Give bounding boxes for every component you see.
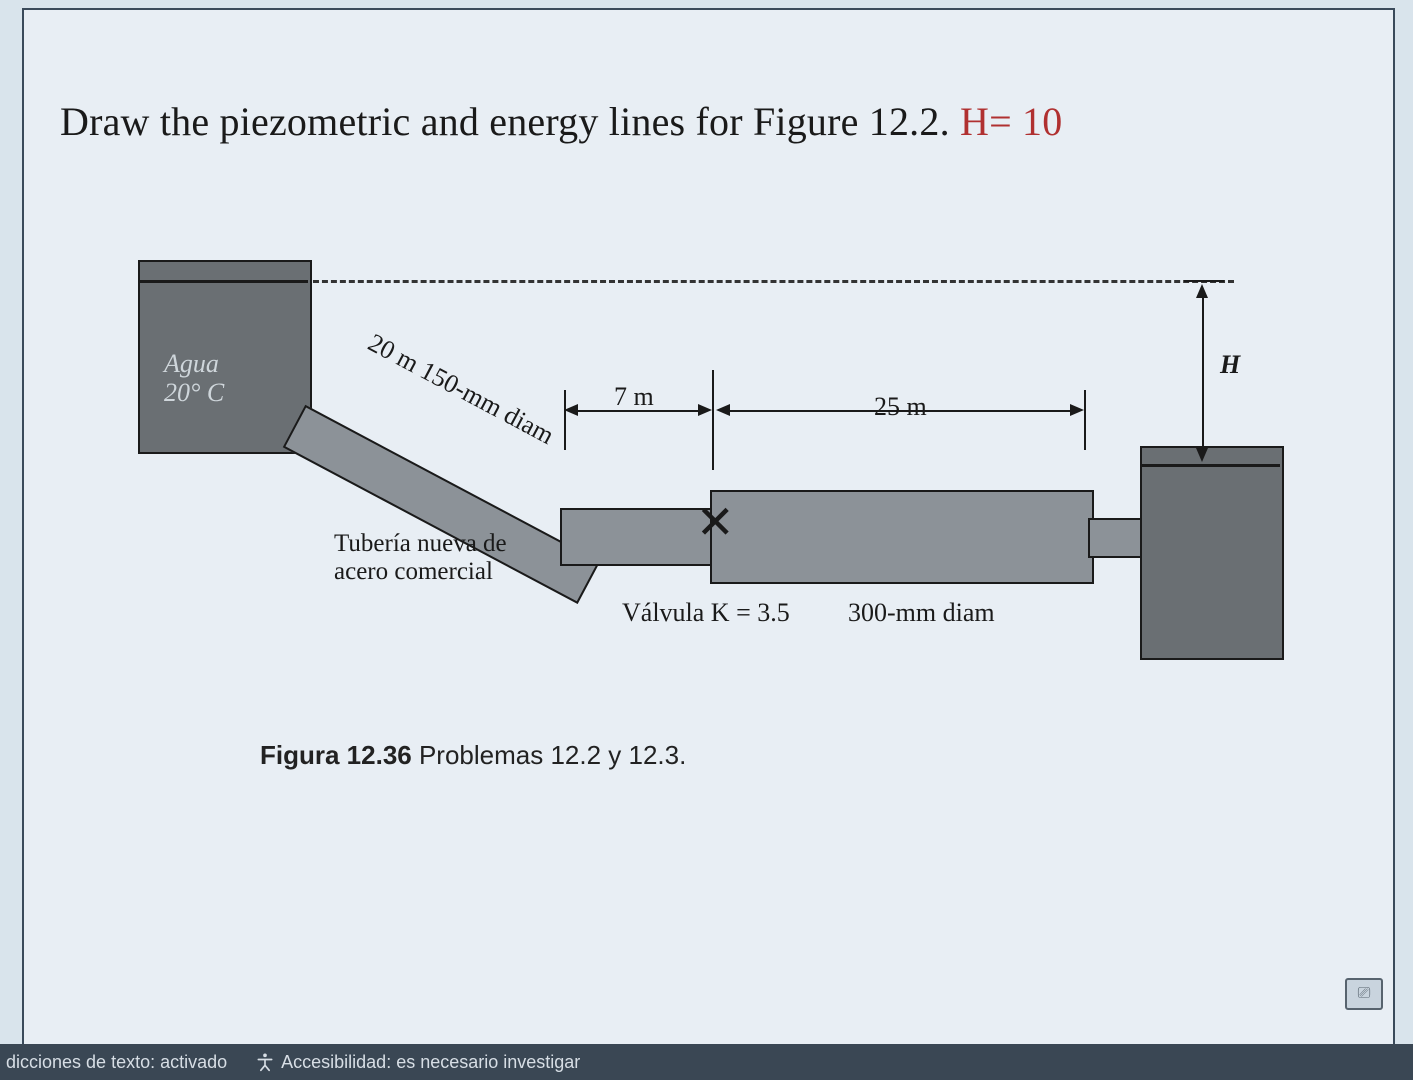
dim-label-H: H — [1220, 350, 1240, 380]
prompt-h-value: H= 10 — [960, 99, 1062, 144]
outlet-stub — [1088, 518, 1146, 558]
upper-reservoir-label: Agua 20° C — [164, 350, 224, 407]
inclined-pipe-label: 20 m 150-mm diam — [363, 328, 559, 451]
caption-text: Problemas 12.2 y 12.3. — [412, 740, 687, 770]
dim-line-H — [1202, 298, 1204, 448]
prompt-text: Draw the piezometric and energy lines fo… — [60, 99, 960, 144]
accessibility-icon — [255, 1052, 275, 1072]
dim-label-7m: 7 m — [614, 382, 654, 412]
caption-figure-number: Figura 12.36 — [260, 740, 412, 770]
accessibility-text: Accesibilidad: es necesario investigar — [281, 1052, 580, 1073]
accessibility-status[interactable]: Accesibilidad: es necesario investigar — [255, 1052, 580, 1073]
lower-reservoir — [1140, 446, 1284, 660]
material-line1: Tubería nueva de — [334, 530, 507, 557]
text-predictions-status[interactable]: dicciones de texto: activado — [6, 1052, 227, 1073]
dim-arrow-icon — [1196, 284, 1208, 298]
material-line2: acero comercial — [334, 558, 493, 585]
dim-tick — [712, 370, 714, 470]
valve-symbol: ✕ — [696, 495, 735, 549]
dim-arrow-icon — [564, 404, 578, 416]
pipe-300mm-label: 300-mm diam — [848, 598, 995, 628]
dim-arrow-icon — [698, 404, 712, 416]
valve-label: Válvula K = 3.5 — [622, 598, 790, 628]
display-settings-icon[interactable]: ⎚ — [1345, 978, 1383, 1010]
problem-prompt: Draw the piezometric and energy lines fo… — [60, 98, 1062, 145]
dim-tick — [1184, 280, 1224, 282]
figure-caption: Figura 12.36 Problemas 12.2 y 12.3. — [260, 740, 686, 771]
pipe-segment-300mm — [710, 490, 1094, 584]
pipe-material-label: Tubería nueva de acero comercial — [334, 530, 507, 586]
fluid-name: Agua — [164, 349, 219, 378]
dim-arrow-icon — [1196, 448, 1208, 462]
dim-tick — [564, 390, 566, 450]
lower-water-surface — [1140, 464, 1280, 467]
pipe-segment-7m — [560, 508, 714, 566]
status-bar: dicciones de texto: activado Accesibilid… — [0, 1044, 1413, 1080]
fluid-temp: 20° C — [164, 378, 224, 407]
document-page: Draw the piezometric and energy lines fo… — [22, 8, 1395, 1052]
upper-water-surface — [138, 280, 308, 283]
energy-datum-line — [304, 280, 1234, 283]
dim-arrow-icon — [1070, 404, 1084, 416]
figure-12-36: Agua 20° C 20 m 150-mm diam ✕ 7 m 25 m — [124, 260, 1284, 780]
dim-arrow-icon — [716, 404, 730, 416]
dim-tick — [1084, 390, 1086, 450]
dim-label-25m: 25 m — [874, 392, 927, 422]
